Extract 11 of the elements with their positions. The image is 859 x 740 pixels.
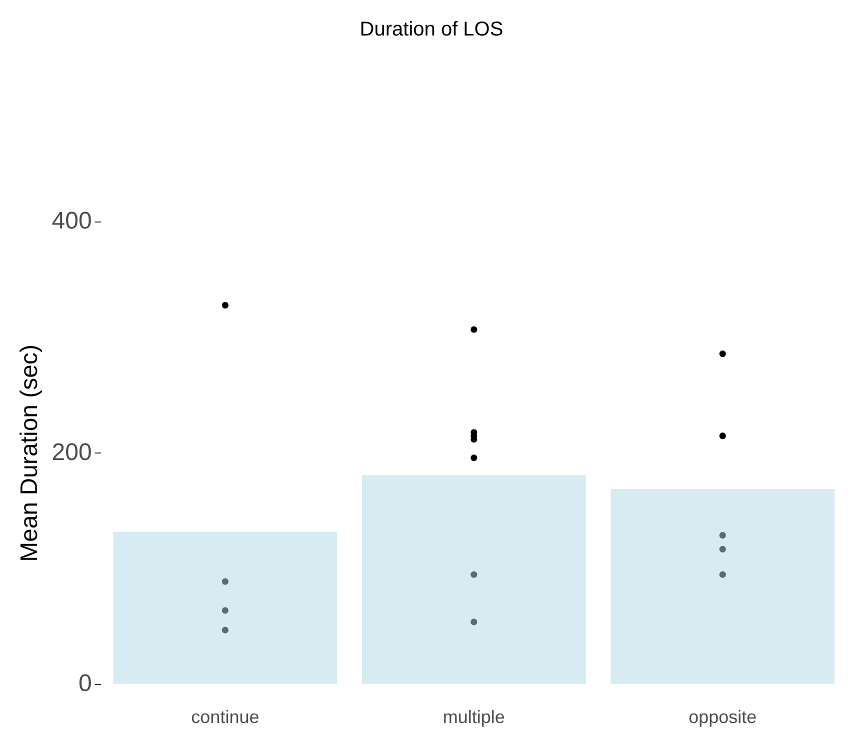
y-tick-label: 400 [52,208,92,235]
y-tick-label: 200 [52,438,92,466]
bar [113,532,338,684]
y-axis-title: Mean Duration (sec) [16,344,44,562]
x-tick-label: multiple [442,707,505,728]
x-tick-label: opposite [688,707,757,728]
bar [362,475,586,684]
x-tick-label: continue [191,707,260,728]
bar [610,489,835,684]
chart-title: Duration of LOS [360,18,504,41]
y-tick-label: 0 [78,670,92,698]
